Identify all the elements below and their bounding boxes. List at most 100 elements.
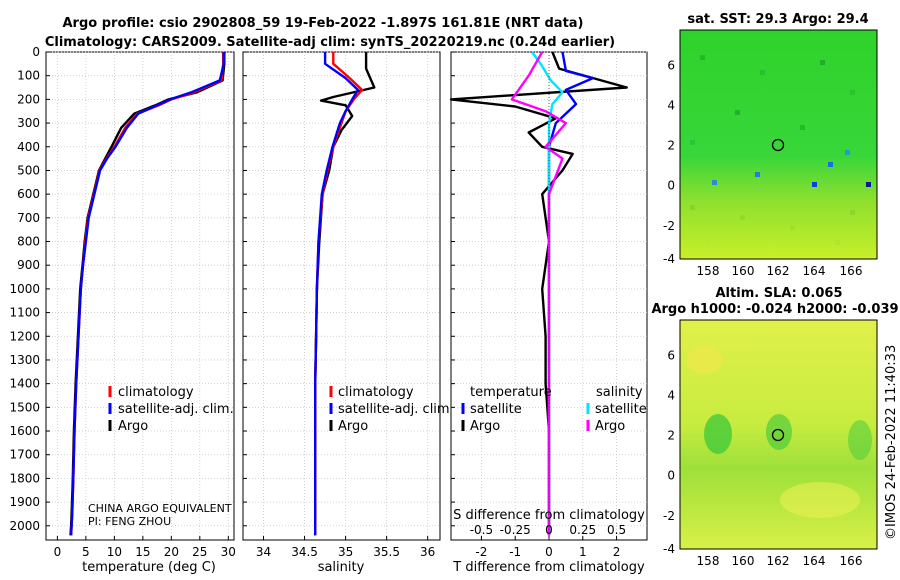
heatmap-cell <box>770 245 775 250</box>
x-tick-label: 0 <box>545 545 553 559</box>
salinity-grid <box>243 51 440 540</box>
legend-salinity-title: salinity <box>596 385 643 400</box>
heatmap-cell <box>740 215 745 220</box>
credit-line2: PI: FENG ZHOU <box>88 515 171 528</box>
map-y-tick-label: -4 <box>663 542 675 556</box>
figure-title-line2: Climatology: CARS2009. Satellite-adj cli… <box>45 35 615 50</box>
map-y-tick-label: 0 <box>667 179 675 193</box>
x-tick-label: 34.5 <box>291 545 318 559</box>
sla-features <box>687 346 872 518</box>
legend-t-satellite: satellite <box>470 402 522 417</box>
x-tick-label: 2 <box>613 545 621 559</box>
y-tick-label: 1800 <box>9 471 40 485</box>
heatmap-cell <box>866 182 871 187</box>
legend-t-argo: Argo <box>470 419 500 434</box>
temperature-panel: 0100200300400500600700800900100011001200… <box>9 45 235 575</box>
heatmap-cell <box>845 150 850 155</box>
s-tick-label: 0 <box>545 523 553 537</box>
y-tick-label: 200 <box>17 92 40 106</box>
heatmap-cell <box>735 110 740 115</box>
legend-climatology: climatology <box>118 385 194 400</box>
x-tick-label: -2 <box>475 545 487 559</box>
sst-map-title: sat. SST: 29.3 Argo: 29.4 <box>687 12 868 27</box>
y-tick-label: 1300 <box>9 353 40 367</box>
x-tick-label: 15 <box>135 545 150 559</box>
map-y-tick-label: -4 <box>663 252 675 266</box>
legend-climatology: climatology <box>338 385 414 400</box>
sla-map-frame <box>679 319 878 550</box>
heatmap-cell <box>760 70 765 75</box>
map-y-tick-label: 6 <box>667 348 675 362</box>
x-tick-label: 36 <box>420 545 435 559</box>
legend-temperature-title: temperature <box>470 385 552 400</box>
heatmap-cell <box>700 55 705 60</box>
y-tick-label: 1600 <box>9 424 40 438</box>
salinity-legend: climatology satellite-adj. clim. Argo <box>329 385 454 434</box>
y-tick-label: 100 <box>17 69 40 83</box>
x-tick-label: 30 <box>221 545 236 559</box>
map-x-tick-label: 160 <box>732 554 755 568</box>
y-tick-label: 500 <box>17 163 40 177</box>
map-x-tick-label: 166 <box>840 554 863 568</box>
y-tick-label: 1500 <box>9 400 40 414</box>
legend-argo: Argo <box>118 419 148 434</box>
temperature-grid <box>46 51 234 540</box>
map-x-tick-label: 162 <box>767 554 790 568</box>
difference-panel: -2 -1 0 1 2 -0.5 -0.25 0 0.25 0.5 T difference f… <box>449 51 648 575</box>
map-y-tick-label: 2 <box>667 139 675 153</box>
x-tick-label: 20 <box>164 545 179 559</box>
series-line-satellite-adj-clim- <box>314 52 360 536</box>
argo-position-marker <box>771 138 785 152</box>
x-tick-label: 35.5 <box>373 545 400 559</box>
x-tick-label: 25 <box>192 545 207 559</box>
x-tick-label: 10 <box>107 545 122 559</box>
heatmap-cell <box>820 60 825 65</box>
t-difference-xlabel: T difference from climatology <box>452 560 645 575</box>
x-tick-label: 1 <box>579 545 587 559</box>
heatmap-cell <box>812 182 817 187</box>
y-tick-label: 400 <box>17 140 40 154</box>
heatmap-cell <box>800 125 805 130</box>
x-tick-label: 35 <box>338 545 353 559</box>
series-line-satellite-adj-clim- <box>69 52 225 536</box>
map-x-tick-label: 162 <box>767 264 790 278</box>
map-y-tick-label: 2 <box>667 429 675 443</box>
sst-heatmap-cells <box>690 55 871 250</box>
temperature-xlabel: temperature (deg C) <box>82 560 216 575</box>
difference-lines <box>449 51 628 540</box>
y-tick-label: 1200 <box>9 329 40 343</box>
difference-legend: temperature satellite Argo salinity sate… <box>461 385 647 434</box>
credit-line1: CHINA ARGO EQUIVALENT <box>88 502 232 515</box>
sst-heatmap <box>680 30 877 259</box>
figure-title-line1: Argo profile: csio 2902808_59 19-Feb-202… <box>63 16 584 31</box>
heatmap-cell <box>690 140 695 145</box>
y-tick-label: 600 <box>17 187 40 201</box>
temperature-legend: climatology satellite-adj. clim. Argo <box>108 385 234 434</box>
sst-map-panel: sat. SST: 29.3 Argo: 29.4 158 160 162 164 16… <box>663 12 878 278</box>
sla-high-feature <box>780 482 860 518</box>
map-y-tick-label: 0 <box>667 469 675 483</box>
map-x-tick-label: 166 <box>840 264 863 278</box>
salinity-difference-tick-labels: -0.5 -0.25 0 0.25 0.5 <box>470 523 626 537</box>
heatmap-cell <box>850 210 855 215</box>
heatmap-cell <box>705 238 710 243</box>
sla-low-feature <box>766 414 792 450</box>
y-tick-label: 300 <box>17 116 40 130</box>
map-x-tick-label: 158 <box>697 554 720 568</box>
x-tick-label: 5 <box>82 545 90 559</box>
sst-map-tick-labels: 158 160 162 164 166 6 4 2 0 -2 -4 <box>663 58 862 278</box>
map-x-tick-label: 158 <box>697 264 720 278</box>
map-x-tick-label: 164 <box>803 264 826 278</box>
heatmap-cell <box>835 240 840 245</box>
legend-argo: Argo <box>338 419 368 434</box>
y-tick-label: 1000 <box>9 282 40 296</box>
map-x-tick-label: 164 <box>803 554 826 568</box>
argo-position-marker <box>771 428 785 442</box>
imos-timestamp: ©IMOS 24-Feb-2022 11:40:33 <box>884 345 899 540</box>
difference-grid <box>451 51 647 540</box>
difference-tick-labels: -2 -1 0 1 2 <box>475 545 620 559</box>
salinity-lines <box>314 52 376 536</box>
sla-low-feature <box>848 420 872 460</box>
s-tick-label: -0.25 <box>500 523 531 537</box>
map-y-tick-label: 6 <box>667 58 675 72</box>
